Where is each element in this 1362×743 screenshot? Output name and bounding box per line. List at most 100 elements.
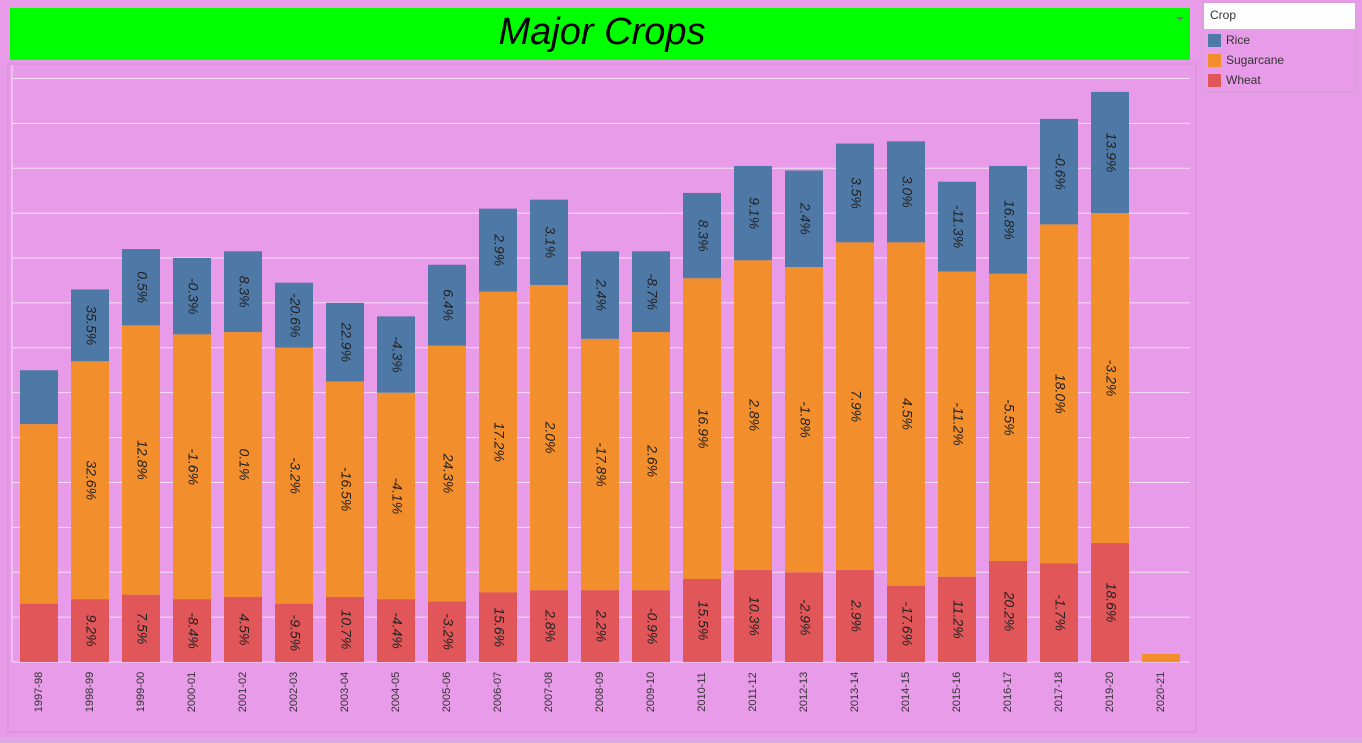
x-tick-label: 2010-11 [696, 672, 708, 712]
data-label: 22.9% [338, 321, 354, 362]
bar-segment [326, 596, 364, 662]
data-label: -2.9% [797, 599, 813, 636]
x-tick-label: 2005-06 [441, 672, 453, 712]
bar-segment [122, 249, 160, 326]
data-label: 20.2% [1001, 591, 1017, 632]
bar-segment [326, 302, 364, 382]
data-label: -20.6% [287, 293, 303, 337]
bar-segment [326, 381, 364, 597]
bar-segment [71, 289, 109, 362]
bar-segment [1091, 213, 1129, 544]
x-tick-label: 2008-09 [594, 672, 606, 712]
data-label: 0.5% [134, 271, 150, 303]
bar-segment [887, 585, 925, 662]
bar-segment [632, 332, 670, 591]
data-label: -11.3% [950, 205, 966, 248]
x-tick-label: 2020-21 [1155, 672, 1167, 712]
bar-segment [275, 347, 313, 604]
data-label: 32.6% [83, 460, 99, 500]
x-tick-label: 2016-17 [1002, 672, 1014, 712]
data-label: 2.9% [491, 233, 507, 266]
legend-label: Sugarcane [1226, 53, 1284, 67]
data-label: -16.5% [338, 467, 354, 511]
bar-segment [20, 424, 58, 604]
data-label: 2.2% [593, 609, 609, 642]
bar-segment [887, 141, 925, 243]
bar-segment [530, 590, 568, 662]
bar-segment [581, 590, 619, 662]
x-tick-label: 2003-04 [339, 672, 351, 712]
bar-segment [530, 199, 568, 285]
bar-segment [71, 361, 109, 600]
bar-segment [377, 599, 415, 662]
bar-segment [71, 599, 109, 662]
bar-segment [632, 590, 670, 662]
data-label: 15.5% [695, 601, 711, 641]
data-label: 8.3% [695, 220, 711, 252]
data-label: -9.5% [287, 615, 303, 652]
data-label: -17.8% [593, 442, 609, 486]
data-label: -3.2% [1103, 360, 1119, 397]
title-bar [10, 8, 1190, 60]
bar-segment [887, 242, 925, 586]
plot: 1997-98 9.2% 32.6% 35.5% 1998-99 7.5% 12.8% 0.5… [11, 65, 1190, 712]
data-label: -11.2% [950, 402, 966, 445]
x-tick-label: 1997-98 [33, 672, 45, 712]
bar-segment [581, 338, 619, 591]
data-label: 2.4% [593, 278, 609, 311]
menu-arrow[interactable] [1176, 17, 1184, 21]
bar-segment [479, 592, 517, 662]
bar-segment [1091, 91, 1129, 214]
data-label: -1.7% [1052, 594, 1068, 631]
bar-segment [683, 278, 721, 579]
bar-segment [479, 208, 517, 292]
bar-segment [734, 260, 772, 570]
x-tick-label: 2014-15 [900, 672, 912, 712]
data-label: -3.2% [440, 613, 456, 650]
data-label: -0.3% [185, 278, 201, 315]
x-tick-label: 2011-12 [747, 672, 759, 712]
x-tick-label: 2007-08 [543, 672, 555, 712]
data-label: 15.6% [491, 607, 507, 647]
bar-segment [20, 603, 58, 662]
bar-segment [734, 165, 772, 261]
x-tick-label: 2015-16 [951, 672, 963, 712]
data-label: -8.7% [644, 273, 660, 310]
bar-segment [581, 251, 619, 339]
data-label: 18.0% [1052, 374, 1068, 414]
x-tick-label: 2006-07 [492, 672, 504, 712]
bar-segment [734, 569, 772, 662]
bar-segment [1040, 118, 1078, 225]
data-label: 24.3% [440, 453, 456, 494]
bar-segment [224, 332, 262, 597]
data-label: -8.4% [185, 612, 201, 649]
data-label: 17.2% [491, 422, 507, 462]
bar-segment [275, 282, 313, 348]
x-tick-label: 2001-02 [237, 672, 249, 712]
bar-segment [275, 603, 313, 662]
bar-segment [938, 576, 976, 662]
data-label: -4.3% [389, 336, 405, 373]
data-label: 2.8% [542, 609, 558, 642]
bar-segment [20, 370, 58, 425]
x-tick-label: 1998-99 [84, 672, 96, 712]
bar-segment [428, 345, 466, 602]
bar-segment [836, 242, 874, 570]
x-tick-label: 2012-13 [798, 672, 810, 712]
bar-segment [122, 594, 160, 662]
legend: Rice Sugarcane Wheat [1208, 33, 1284, 87]
bar-segment [428, 601, 466, 662]
bar-segment [173, 599, 211, 662]
legend-swatch [1208, 54, 1221, 67]
bar-segment [428, 264, 466, 346]
data-label: -3.2% [287, 457, 303, 494]
data-label: 2.6% [644, 444, 660, 477]
x-tick-label: 2017-18 [1053, 672, 1065, 712]
data-label: -17.6% [899, 602, 915, 646]
legend-swatch [1208, 34, 1221, 47]
legend-swatch [1208, 74, 1221, 87]
bar-segment [377, 316, 415, 393]
data-label: -5.5% [1001, 399, 1017, 436]
bar-segment [1142, 653, 1180, 662]
